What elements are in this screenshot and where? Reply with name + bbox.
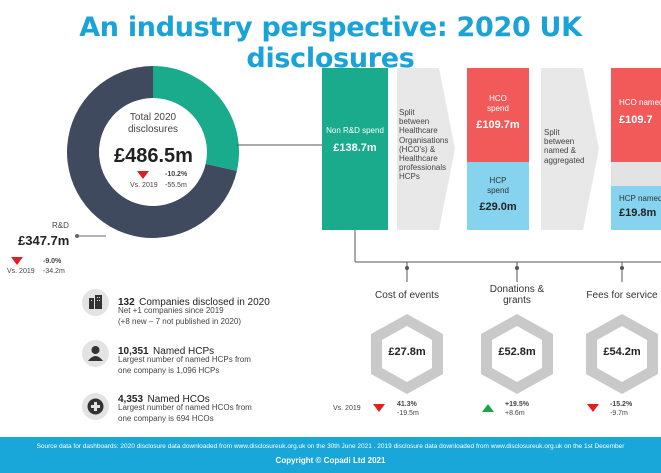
hco-named-value: £109.7	[619, 113, 653, 126]
hexagon-donations: £52.8m	[479, 312, 555, 396]
split-arrow-2	[541, 68, 599, 230]
donations-name-line1: Donations &	[489, 284, 545, 295]
hco-spend-label: HCO spend	[487, 94, 509, 113]
footer: Source data for dashboards: 2020 disclos…	[0, 437, 661, 473]
hcps-line1: Largest number of named HCPs from	[118, 355, 251, 364]
events-value: £27.8m	[388, 346, 426, 358]
donations-name-line2: grants	[503, 295, 531, 306]
up-arrow-icon	[482, 404, 494, 412]
events-change-abs: -19.5m	[397, 410, 419, 417]
rnd-value: £347.7m	[18, 233, 70, 248]
non-rnd-box: Non R&D spend £138.7m	[322, 68, 388, 230]
rnd-change-abs: -34.2m	[43, 268, 65, 275]
donut-slice-non-rnd	[153, 66, 239, 171]
rnd-leader-line	[75, 234, 106, 238]
hcp-named-label: HCP named	[619, 194, 661, 203]
hcp-spend-value: £29.0m	[479, 201, 517, 214]
rnd-change-pct: -9.0%	[43, 258, 62, 265]
hco-named-label: HCO named	[619, 98, 661, 107]
hcps-headline: Named HCPs	[153, 346, 215, 357]
companies-line2: (+8 new – 7 not published in 2020)	[118, 317, 241, 326]
buildings-icon	[82, 289, 109, 316]
total-value: £486.5m	[114, 145, 193, 167]
total-label-line1: Total 2020	[129, 112, 177, 123]
category-name-donations: Donations & grants	[470, 284, 564, 306]
donations-change-abs: +8.6m	[505, 410, 525, 417]
person-icon	[82, 340, 109, 367]
category-name-fees: Fees for service	[586, 290, 658, 301]
split-arrow-1	[397, 68, 455, 230]
total-label-line2: disclosures	[127, 124, 179, 135]
total-change-abs: -55.5m	[165, 182, 187, 189]
down-arrow-icon	[587, 404, 599, 412]
total-change-pct: -10.2%	[165, 171, 188, 178]
hcp-spend-label: HCP spend	[487, 176, 509, 195]
hexagon-fees: £54.2m	[584, 312, 660, 396]
non-rnd-value: £138.7m	[333, 141, 377, 154]
fees-value: £54.2m	[603, 346, 641, 358]
hcps-line2: one company is 1,096 HCPs	[118, 366, 220, 375]
down-arrow-icon	[137, 171, 149, 179]
categories-vs-label: Vs. 2019	[333, 405, 361, 412]
hcp-spend-box: HCP spend £29.0m	[467, 162, 529, 230]
hcos-line2: one company is 694 HCOs	[118, 414, 214, 423]
donations-change-pct: +19.5%	[505, 401, 529, 408]
page-title: An industry perspective: 2020 UK disclos…	[79, 12, 582, 74]
companies-headline: Companies disclosed in 2020	[139, 297, 270, 308]
hexagon-events: £27.8m	[369, 312, 445, 396]
donations-value: £52.8m	[498, 346, 536, 358]
category-name-events: Cost of events	[375, 290, 439, 301]
rnd-label: R&D	[52, 221, 69, 230]
companies-count: 132	[118, 297, 135, 308]
rnd-vs-label: Vs. 2019	[7, 268, 35, 275]
fees-change-abs: -9.7m	[610, 410, 628, 417]
down-arrow-icon	[373, 404, 385, 412]
down-arrow-icon	[11, 257, 23, 265]
fees-change-pct: -15.2%	[610, 401, 633, 408]
hcp-aggregated-box	[611, 162, 661, 186]
split-text-2: Split between named & aggregated	[544, 128, 585, 165]
split-text-1: Split between Healthcare Organisations (…	[399, 108, 449, 182]
events-change-pct: 41.3%	[397, 401, 417, 408]
hcos-headline: Named HCOs	[147, 394, 210, 405]
non-rnd-label: Non R&D spend	[326, 126, 384, 135]
hco-named-box: HCO named £109.7	[611, 68, 661, 162]
hco-spend-box: HCO spend £109.7m	[467, 68, 529, 162]
donut-slice-rnd	[67, 66, 237, 239]
hcps-count: 10,351	[118, 346, 149, 357]
footer-source: Source data for dashboards: 2020 disclos…	[36, 443, 625, 450]
hcos-count: 4,353	[118, 394, 144, 405]
disclosures-donut-chart	[67, 66, 239, 239]
hcp-named-value: £19.8m	[619, 206, 657, 219]
hco-spend-value: £109.7m	[476, 119, 520, 132]
footer-copyright: Copyright © Copadi Ltd 2021	[275, 456, 386, 465]
hcp-named-box: HCP named £19.8m	[611, 186, 661, 230]
medical-cross-icon	[82, 393, 109, 420]
companies-line1: Net +1 companies since 2019	[118, 306, 224, 315]
total-vs-label: Vs. 2019	[130, 182, 158, 189]
flow-connectors	[237, 144, 661, 282]
hcos-line1: Largest number of named HCOs from	[118, 403, 252, 412]
